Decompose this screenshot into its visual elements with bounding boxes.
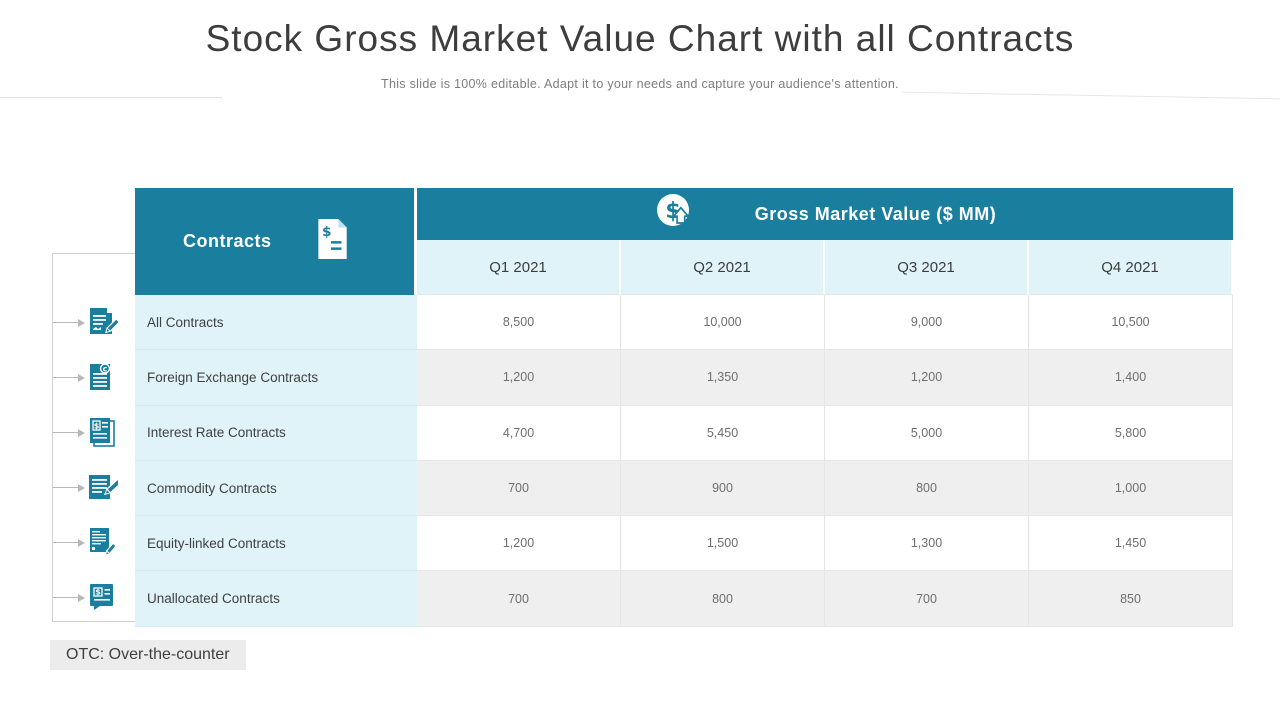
- table-cell: 5,000: [825, 405, 1029, 461]
- otc-footnote-badge: OTC: Over-the-counter: [50, 640, 246, 670]
- table-cell: 1,200: [417, 350, 621, 406]
- row-label-interest-rate: Interest Rate Contracts: [135, 405, 417, 461]
- svg-text:$: $: [94, 421, 100, 430]
- decorative-line-left: [0, 97, 222, 98]
- gmv-header-label: Gross Market Value ($ MM): [754, 203, 997, 224]
- table-cell: 10,000: [621, 295, 825, 351]
- table-cell: 1,450: [1029, 516, 1233, 572]
- row-label-foreign-exchange: Foreign Exchange Contracts: [135, 350, 417, 406]
- commodity-icon: [86, 471, 124, 503]
- connector-rail: [52, 253, 152, 622]
- svg-text:c: c: [103, 364, 108, 373]
- table-cell: 800: [825, 460, 1029, 517]
- table-cell: 1,400: [1029, 350, 1233, 406]
- table-cell: 700: [417, 571, 621, 627]
- table-cell: 1,200: [417, 516, 621, 572]
- quarter-header-q2: Q2 2021: [621, 240, 825, 295]
- slide-subtitle: This slide is 100% editable. Adapt it to…: [381, 77, 899, 91]
- row-connector-arrow: [53, 538, 85, 547]
- table-cell: 800: [621, 571, 825, 627]
- table-cell: 900: [621, 460, 825, 517]
- table-cell: 5,800: [1029, 405, 1233, 461]
- row-connector-arrow: [53, 318, 85, 327]
- table-cell: 1,500: [621, 516, 825, 572]
- svg-text:$: $: [95, 588, 101, 597]
- table-cell: 700: [825, 571, 1029, 627]
- gross-market-value-header: $ Gross Market Value ($ MM): [417, 188, 1233, 240]
- row-label-unallocated: Unallocated Contracts: [135, 571, 417, 627]
- row-connector-arrow: [53, 483, 85, 492]
- invoice-doc-icon: $: [314, 218, 350, 265]
- page-title: Stock Gross Market Value Chart with all …: [205, 18, 1075, 59]
- quarter-header-q4: Q4 2021: [1029, 240, 1233, 295]
- row-label-all-contracts: All Contracts: [135, 295, 417, 351]
- table-cell: 850: [1029, 571, 1233, 627]
- quarter-header-q3: Q3 2021: [825, 240, 1029, 295]
- equity-linked-icon: [86, 526, 118, 558]
- row-label-equity-linked: Equity-linked Contracts: [135, 516, 417, 572]
- all-contracts-icon: [86, 306, 121, 338]
- table-cell: 8,500: [417, 295, 621, 351]
- row-connector-arrow: [53, 373, 85, 382]
- table-cell: 10,500: [1029, 295, 1233, 351]
- row-connector-arrow: [53, 593, 85, 602]
- contracts-header-label: Contracts: [183, 231, 272, 251]
- table-cell: 1,000: [1029, 460, 1233, 517]
- dollar-growth-icon: $: [654, 191, 700, 238]
- table-cell: 700: [417, 460, 621, 517]
- foreign-exchange-icon: c: [86, 361, 118, 393]
- contracts-column-header: Contracts $: [135, 188, 417, 295]
- unallocated-icon: $: [86, 581, 118, 613]
- table-cell: 9,000: [825, 295, 1029, 351]
- quarter-header-q1: Q1 2021: [417, 240, 621, 295]
- table-cell: 1,200: [825, 350, 1029, 406]
- table-cell: 1,300: [825, 516, 1029, 572]
- row-connector-arrow: [53, 428, 85, 437]
- decorative-line-right: [902, 91, 1280, 100]
- table-cell: 4,700: [417, 405, 621, 461]
- table-cell: 5,450: [621, 405, 825, 461]
- interest-rate-icon: $: [86, 416, 118, 448]
- table-cell: 1,350: [621, 350, 825, 406]
- svg-text:$: $: [322, 224, 332, 240]
- contracts-table: Contracts $ $ Gross Market Value: [135, 188, 1233, 627]
- row-label-commodity: Commodity Contracts: [135, 460, 417, 517]
